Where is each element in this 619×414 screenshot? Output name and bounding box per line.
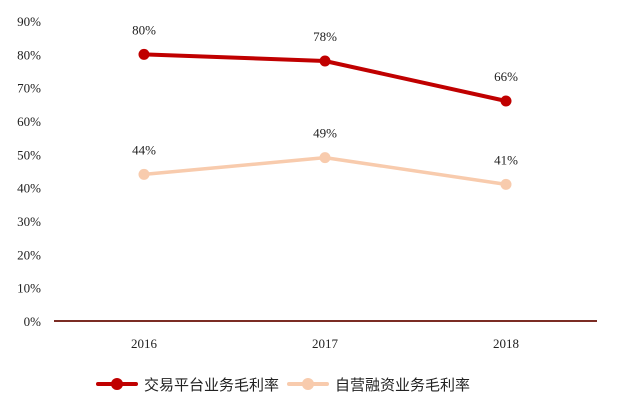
legend-label: 自营融资业务毛利率 — [335, 375, 471, 394]
y-tick-label: 60% — [17, 114, 41, 129]
y-axis: 0% 10% 20% 30% 40% 50% 60% 70% 80% 90% — [17, 14, 41, 329]
data-label: 80% — [132, 22, 156, 37]
data-point — [319, 152, 331, 164]
y-tick-label: 20% — [17, 247, 41, 262]
y-tick-label: 10% — [17, 281, 41, 296]
data-label: 49% — [313, 126, 337, 141]
x-tick-label: 2018 — [493, 336, 519, 351]
data-label: 44% — [132, 142, 156, 157]
y-tick-label: 80% — [17, 47, 41, 62]
x-tick-label: 2016 — [131, 336, 158, 351]
y-tick-label: 0% — [24, 314, 42, 329]
line-marker-icon — [96, 378, 138, 390]
data-label: 41% — [494, 152, 518, 167]
y-tick-label: 40% — [17, 181, 41, 196]
data-label: 66% — [494, 69, 518, 84]
y-tick-label: 70% — [17, 81, 41, 96]
legend-item-trading-platform: 交易平台业务毛利率 — [96, 374, 279, 395]
y-tick-label: 90% — [17, 14, 41, 29]
y-tick-label: 50% — [17, 147, 41, 162]
data-point — [138, 168, 150, 180]
data-point — [138, 48, 150, 60]
legend-dot-financing — [302, 378, 315, 390]
legend: 交易平台业务毛利率 自营融资业务毛利率 — [96, 372, 478, 396]
legend-item-self-financing: 自营融资业务毛利率 — [287, 374, 470, 395]
line-marker-icon — [287, 378, 330, 390]
legend-label: 交易平台业务毛利率 — [144, 375, 280, 394]
series-0: 80% 78% 66% — [132, 22, 518, 107]
data-point — [500, 95, 512, 107]
series-layer: 80% 78% 66% 44% 49% 41% — [132, 22, 518, 190]
data-label: 78% — [313, 29, 337, 44]
y-tick-label: 30% — [17, 214, 41, 229]
series-1: 44% 49% 41% — [132, 126, 518, 190]
x-axis: 2016 2017 2018 — [54, 320, 597, 351]
data-point — [319, 55, 331, 67]
x-tick-label: 2017 — [312, 336, 339, 351]
legend-dot-trading — [111, 378, 123, 390]
data-point — [500, 178, 512, 190]
